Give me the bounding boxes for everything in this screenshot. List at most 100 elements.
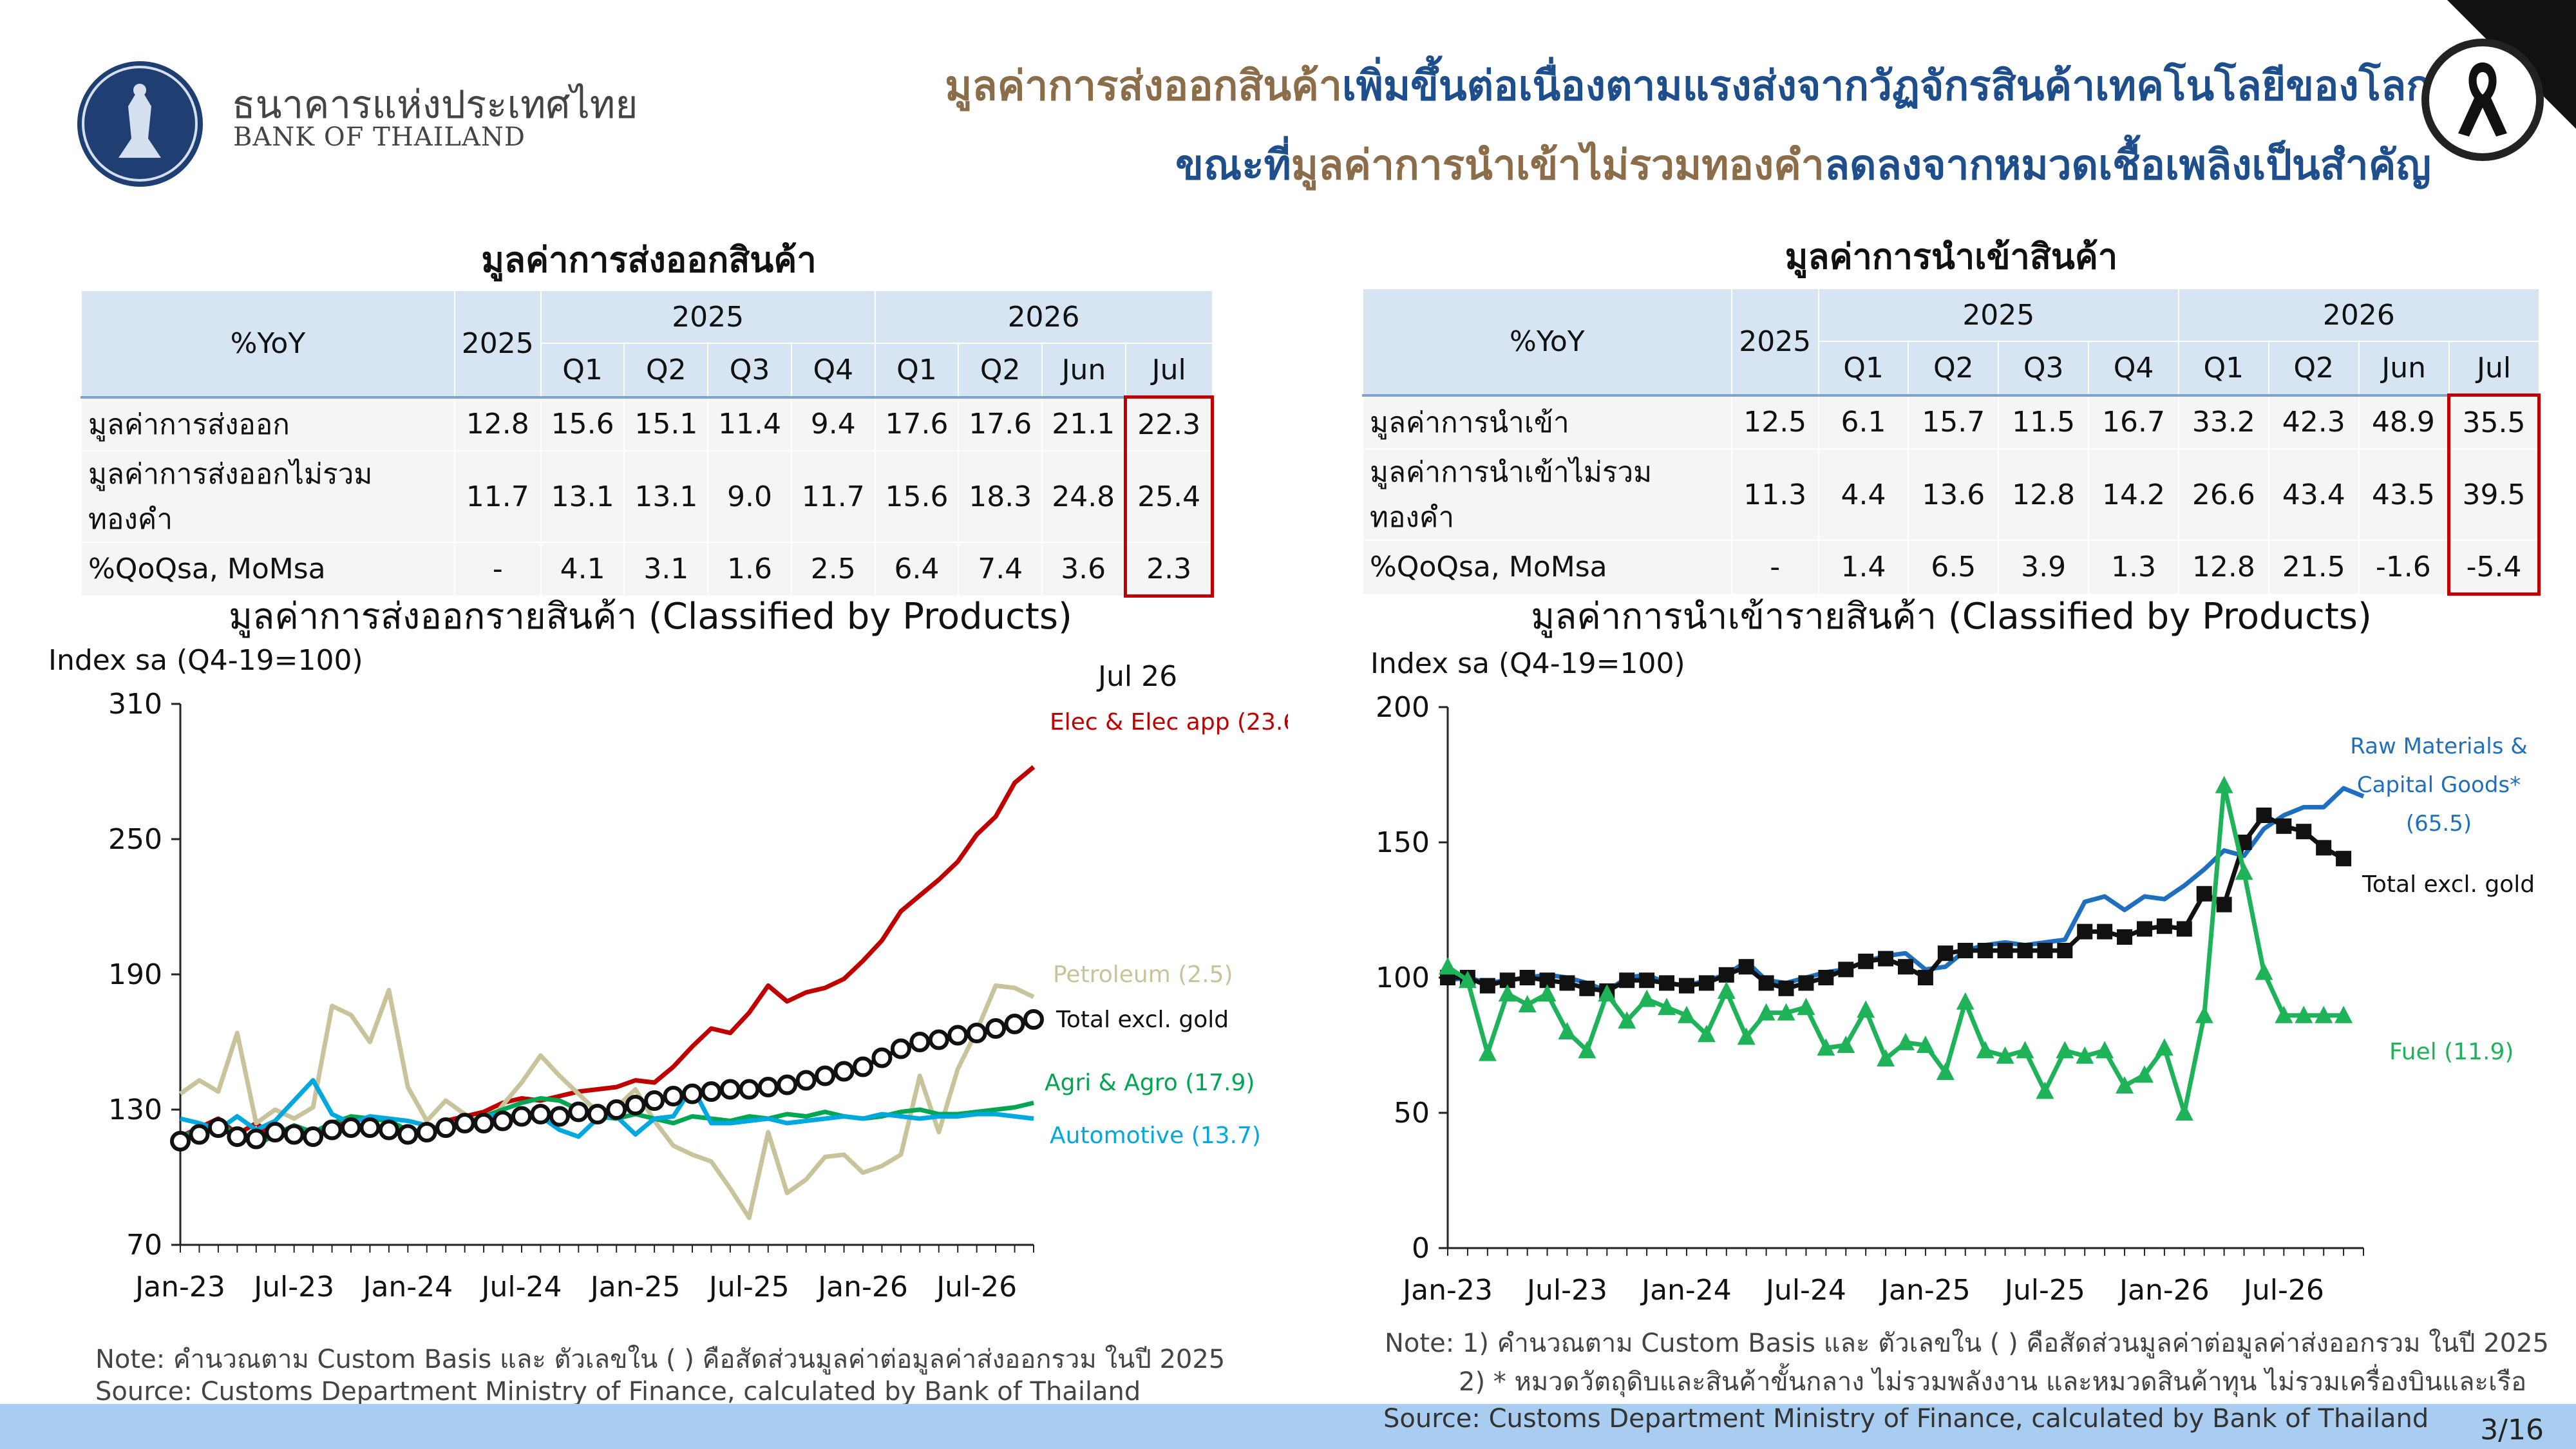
data-point: [397, 1124, 419, 1145]
data-point: [1936, 1063, 1955, 1080]
data-point: [2096, 1041, 2114, 1059]
data-point: [2116, 1076, 2134, 1094]
legend-label: Total excl. gold: [2362, 871, 2535, 898]
col-header: Q3: [707, 343, 792, 398]
data-point: [1439, 957, 1457, 975]
cell: 13.1: [540, 450, 625, 543]
data-point: [2195, 1005, 2213, 1023]
data-point: [1478, 1043, 1497, 1061]
bank-name-english: BANK OF THAILAND: [233, 122, 526, 152]
col-header: Q4: [790, 343, 876, 398]
data-point: [1777, 1003, 1795, 1021]
data-point: [1738, 959, 1754, 975]
headline-2b: มูลค่าการนำเข้าไม่รวมทองคำ: [1291, 142, 1824, 189]
cell: 16.7: [2088, 393, 2179, 450]
group-2025-header: 2025: [1817, 288, 2179, 342]
data-point: [416, 1122, 437, 1142]
x-tick-label: Jul-23: [252, 1271, 334, 1303]
data-point: [1538, 984, 1557, 1002]
data-point: [2136, 921, 2152, 937]
data-point: [2216, 896, 2232, 913]
cell: 14.2: [2088, 448, 2179, 541]
data-point: [1997, 943, 2013, 958]
export-table-title: มูลค่าการส่งออกสินค้า: [481, 240, 817, 280]
cell: 21.5: [2268, 540, 2360, 595]
data-point: [1639, 972, 1655, 989]
data-point: [1718, 967, 1734, 983]
data-point: [1559, 975, 1575, 991]
x-tick-label: Jul-23: [1525, 1274, 1607, 1307]
data-point: [795, 1070, 817, 1091]
data-point: [1878, 951, 1894, 967]
data-point: [2215, 775, 2233, 793]
cell: 21.1: [1041, 395, 1126, 451]
data-point: [227, 1126, 248, 1147]
data-point: [1778, 980, 1794, 996]
col-header: Q1: [1817, 341, 1909, 396]
data-point: [2135, 1065, 2154, 1083]
data-point: [701, 1081, 722, 1102]
data-point: [2056, 1041, 2074, 1059]
legend-label: (65.5): [2406, 811, 2472, 837]
col-header: Q2: [623, 343, 709, 398]
data-point: [833, 1061, 855, 1082]
data-point: [2256, 808, 2272, 823]
data-point: [245, 1128, 267, 1150]
row-label: มูลค่าการส่งออกไม่รวมทองคำ: [80, 450, 455, 543]
row-label: มูลค่าการนำเข้า: [1362, 393, 1732, 450]
data-point: [473, 1113, 495, 1133]
cell: 4.1: [540, 542, 625, 597]
data-point: [1818, 970, 1834, 985]
legend-label: Total excl. gold: [1056, 1007, 1229, 1033]
col-header: Q2: [958, 343, 1043, 398]
cell: 15.6: [540, 395, 625, 451]
data-point: [549, 1106, 570, 1127]
data-point: [359, 1117, 381, 1138]
cell: 4.4: [1817, 448, 1909, 541]
col-header: Jun: [2358, 341, 2450, 396]
export-chart: 70 130 190 250 310 Jan-23 Jul-23 Jan-24 Jul-24 Ja…: [108, 688, 1288, 1303]
data-point: [2036, 1081, 2054, 1099]
headline-line-2: ขณะที่มูลค่าการนำเข้าไม่รวมทองคำลดลงจากห…: [1175, 132, 2431, 198]
data-point: [1658, 998, 1676, 1016]
data-point: [1004, 1014, 1025, 1034]
export-source: Source: Customs Department Ministry of F…: [95, 1377, 1141, 1406]
data-point: [2076, 1046, 2094, 1064]
data-point: [1023, 1009, 1044, 1030]
cell: 1.3: [2088, 540, 2179, 595]
data-point: [2057, 943, 2073, 958]
data-point: [1877, 1049, 1895, 1066]
data-point: [1638, 989, 1656, 1007]
export-table: %YoY 2025 2025 2026 Q1 Q2 Q3 Q4 Q1 Q2 Ju…: [80, 290, 1214, 598]
headline-line-1: มูลค่าการส่งออกสินค้าเพิ่มขึ้นต่อเนื่องต…: [945, 53, 2431, 118]
data-point: [2315, 1005, 2333, 1023]
data-point: [1518, 995, 1537, 1012]
highlight-cell: 39.5: [2447, 448, 2541, 541]
data-point: [303, 1126, 324, 1147]
col-header: Q2: [2268, 341, 2360, 396]
import-table-title: มูลค่าการนำเข้าสินค้า: [1785, 236, 2118, 277]
year-header: 2025: [1730, 288, 1819, 396]
headline-1b: เพิ่มขึ้นต่อเนื่องตามแรงส่งจากวัฏจักรสิน…: [1341, 62, 2431, 110]
x-tick-label: Jul-24: [1764, 1274, 1846, 1307]
cell: 6.5: [1908, 540, 2000, 595]
cell: 48.9: [2358, 393, 2450, 450]
table-row: %QoQsa, MoMsa - 1.4 6.5 3.9 1.3 12.8 21.…: [1362, 540, 2541, 596]
data-point: [2276, 818, 2292, 834]
y-tick-label: 130: [108, 1094, 162, 1126]
data-point: [2175, 1103, 2193, 1121]
data-point: [2155, 1038, 2174, 1056]
corner-header: %YoY: [1362, 288, 1732, 396]
data-point: [1479, 978, 1495, 994]
cell: 3.1: [623, 542, 709, 597]
import-chart-ylabel: Index sa (Q4-19=100): [1370, 647, 1685, 680]
highlight-cell: -5.4: [2447, 540, 2541, 596]
data-point: [1996, 1046, 2014, 1064]
data-point: [1757, 1003, 1776, 1021]
data-point: [625, 1095, 646, 1115]
series-line-4: [179, 1017, 1034, 1144]
cell: 13.1: [623, 450, 709, 543]
highlight-cell: 35.5: [2447, 393, 2541, 450]
cell: -: [453, 542, 542, 597]
y-tick-label: 150: [1376, 826, 1430, 859]
